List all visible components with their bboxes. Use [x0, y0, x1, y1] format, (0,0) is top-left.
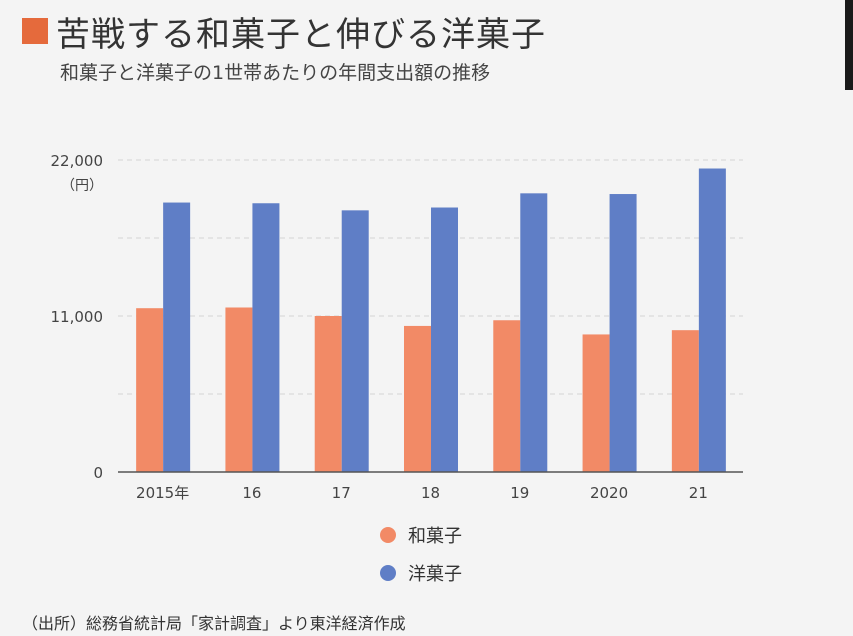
- bar-wagashi: [136, 308, 164, 472]
- legend-dot-yogashi: [380, 565, 396, 581]
- bar-yogashi: [431, 207, 458, 472]
- bar-wagashi: [582, 334, 610, 472]
- bar-yogashi: [698, 168, 726, 472]
- x-tick-label: 17: [332, 484, 351, 500]
- y-tick-label: 22,000: [51, 152, 104, 170]
- legend-label-yogashi: 洋菓子: [408, 564, 462, 585]
- legend-item-yogashi: 洋菓子: [380, 560, 462, 586]
- chart-subtitle: 和菓子と洋菓子の1世帯あたりの年間支出額の推移: [60, 62, 491, 84]
- window-edge: [845, 0, 853, 90]
- y-unit-label: （円）: [61, 178, 103, 194]
- title-marker-square: [22, 18, 48, 44]
- bar-wagashi: [314, 316, 342, 472]
- bars: [136, 168, 726, 472]
- bar-yogashi: [609, 194, 637, 472]
- x-tick-label: 2020: [590, 484, 628, 500]
- x-axis: 2015年 16 17 18 19 2020 21: [118, 471, 743, 500]
- bar-yogashi: [520, 193, 548, 472]
- x-tick-label: 16: [242, 484, 261, 500]
- bar-yogashi: [163, 202, 191, 472]
- bar-yogashi: [252, 203, 280, 472]
- bar-wagashi: [225, 307, 253, 472]
- bar-wagashi: [493, 320, 521, 472]
- x-tick-label: 18: [421, 484, 440, 500]
- y-tick-label: 0: [93, 464, 103, 482]
- y-tick-label: 11,000: [51, 308, 104, 326]
- legend-dot-wagashi: [380, 527, 396, 543]
- bar-chart: 0 11,000 22,000 （円） 2015年 16 17 18 19 2020 21: [51, 152, 743, 500]
- bar-wagashi: [671, 330, 699, 472]
- legend-item-wagashi: 和菓子: [380, 522, 462, 548]
- legend-label-wagashi: 和菓子: [408, 526, 462, 547]
- chart-title: 苦戦する和菓子と伸びる洋菓子: [56, 14, 546, 55]
- x-tick-label: 2015年: [136, 484, 189, 500]
- legend: 和菓子 洋菓子: [380, 522, 462, 598]
- x-tick-label: 21: [689, 484, 708, 500]
- y-axis: 0 11,000 22,000 （円）: [51, 152, 104, 482]
- bar-yogashi: [341, 210, 369, 472]
- title-block: 苦戦する和菓子と伸びる洋菓子: [22, 8, 546, 55]
- source-note: （出所）総務省統計局「家計調査」より東洋経済作成: [22, 614, 406, 633]
- x-tick-label: 19: [510, 484, 529, 500]
- bar-wagashi: [404, 325, 431, 472]
